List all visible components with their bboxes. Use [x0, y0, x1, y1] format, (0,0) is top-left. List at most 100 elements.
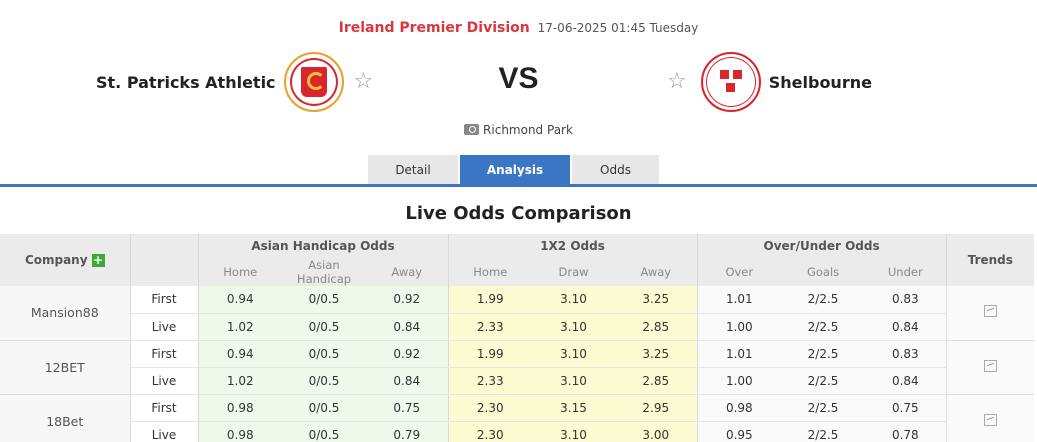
ou-over-header: Over [696, 258, 782, 286]
asian-handicap-header: Asian Handicap Odds [197, 234, 449, 258]
ou-goals-header: Goals [781, 258, 866, 286]
x12-home: 2.30 [447, 421, 533, 442]
vs-label: VS [498, 62, 539, 95]
ou-under: 0.83 [865, 286, 947, 314]
venue: Richmond Park [0, 123, 1037, 137]
table-row: Live 1.02 0/0.5 0.84 2.33 3.10 2.85 1.00… [0, 367, 1034, 395]
league-name[interactable]: Ireland Premier Division [338, 20, 530, 36]
trend-chart-icon[interactable] [983, 413, 997, 426]
ou-under: 0.84 [865, 367, 947, 395]
home-team-logo[interactable] [283, 52, 344, 112]
company-name[interactable]: 12BET [0, 340, 130, 395]
x12-draw: 3.10 [532, 340, 616, 368]
tab-odds[interactable]: Odds [572, 155, 659, 185]
ou-over: 0.95 [696, 421, 782, 442]
ah-home-header: Home [197, 258, 282, 286]
ou-goals: 2/2.5 [781, 367, 866, 395]
table-row: 12BET First 0.94 0/0.5 0.92 1.99 3.10 3.… [0, 340, 1035, 395]
crest-icon [300, 67, 327, 97]
1x2-header: 1X2 Odds [447, 234, 698, 258]
away-team-name[interactable]: Shelbourne [768, 72, 872, 92]
odds-type: Live [129, 313, 198, 341]
table-row: Live 1.02 0/0.5 0.84 2.33 3.10 2.85 1.00… [0, 313, 1034, 341]
ah-handicap: 0/0.5 [282, 394, 366, 422]
odds-comparison-table: Company + Asian Handicap Odds 1X2 Odds Ov… [0, 234, 1035, 442]
ou-over: 1.01 [696, 340, 782, 368]
ah-handicap: 0/0.5 [282, 367, 366, 395]
stadium-icon [464, 124, 480, 135]
match-datetime: 17-06-2025 01:45 Tuesday [537, 21, 699, 35]
ah-home: 0.98 [197, 394, 282, 422]
x12-away: 2.95 [615, 394, 698, 422]
x12-away: 3.00 [615, 421, 698, 442]
ah-handicap: 0/0.5 [282, 313, 366, 341]
venue-name: Richmond Park [483, 123, 573, 137]
ou-goals: 2/2.5 [781, 313, 866, 341]
trend-cell[interactable] [945, 286, 1035, 341]
x12-draw: 3.10 [532, 421, 616, 442]
ah-home: 0.94 [197, 340, 282, 368]
ou-under: 0.75 [865, 394, 947, 422]
ah-away: 0.79 [366, 421, 449, 442]
ah-away: 0.84 [366, 367, 449, 395]
trend-chart-icon[interactable] [983, 359, 997, 372]
x12-home: 2.33 [447, 367, 533, 395]
x12-away: 2.85 [615, 313, 698, 341]
ou-over: 1.00 [696, 313, 782, 341]
ou-goals: 2/2.5 [781, 421, 866, 442]
odds-type: First [129, 286, 198, 314]
ah-away: 0.84 [366, 313, 449, 341]
tab-detail[interactable]: Detail [368, 155, 458, 185]
away-team-logo[interactable] [700, 52, 761, 112]
trend-cell[interactable] [945, 340, 1035, 395]
tab-analysis[interactable]: Analysis [460, 155, 570, 185]
tab-bar: Detail Analysis Odds [368, 155, 661, 185]
odds-type: Live [129, 367, 198, 395]
x12-away-header: Away [615, 258, 698, 286]
ou-goals: 2/2.5 [781, 340, 866, 368]
section-title: Live Odds Comparison [405, 203, 632, 224]
odds-type: First [129, 340, 198, 368]
ah-handicap: 0/0.5 [282, 421, 366, 442]
castle-icon [719, 70, 742, 94]
x12-away: 2.85 [615, 367, 698, 395]
x12-draw: 3.10 [532, 286, 616, 314]
ah-handicap-header: Asian Handicap [282, 258, 366, 286]
x12-home: 2.30 [447, 394, 533, 422]
ah-handicap: 0/0.5 [282, 340, 366, 368]
ou-over: 0.98 [696, 394, 782, 422]
type-header [129, 234, 198, 286]
table-row: 18Bet First 0.98 0/0.5 0.75 2.30 3.15 2.… [0, 394, 1035, 442]
x12-home: 1.99 [447, 340, 533, 368]
ou-under-header: Under [865, 258, 947, 286]
home-team-name[interactable]: St. Patricks Athletic [96, 72, 276, 92]
x12-draw: 3.10 [532, 367, 616, 395]
ou-over: 1.00 [696, 367, 782, 395]
over-under-header: Over/Under Odds [696, 234, 947, 258]
ou-goals: 2/2.5 [781, 394, 866, 422]
trend-chart-icon[interactable] [983, 305, 997, 318]
trend-cell[interactable] [945, 394, 1035, 442]
ou-goals: 2/2.5 [781, 286, 866, 314]
ou-over: 1.01 [696, 286, 782, 314]
ah-away: 0.92 [366, 340, 449, 368]
trends-header: Trends [945, 234, 1035, 286]
x12-draw-header: Draw [532, 258, 616, 286]
ou-under: 0.84 [865, 313, 947, 341]
x12-home: 1.99 [447, 286, 533, 314]
odds-type: First [129, 394, 198, 422]
ah-away-header: Away [366, 258, 449, 286]
company-name[interactable]: Mansion88 [0, 286, 130, 341]
favorite-star-icon[interactable]: ☆ [667, 69, 687, 94]
ah-away: 0.92 [366, 286, 449, 314]
table-row: Live 0.98 0/0.5 0.79 2.30 3.10 3.00 0.95… [0, 421, 1034, 442]
favorite-star-icon[interactable]: ☆ [353, 69, 374, 94]
company-name[interactable]: 18Bet [0, 394, 130, 442]
match-header: Ireland Premier Division 17-06-2025 01:4… [0, 20, 1037, 36]
add-company-icon[interactable]: + [91, 253, 105, 267]
tab-underline [0, 184, 1037, 187]
company-header: Company + [0, 234, 130, 286]
ou-under: 0.83 [865, 340, 947, 368]
x12-draw: 3.10 [532, 313, 616, 341]
ah-home: 0.94 [197, 286, 282, 314]
